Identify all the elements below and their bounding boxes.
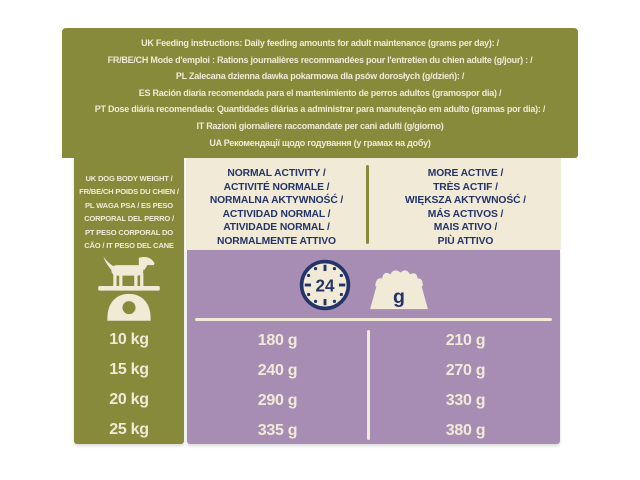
column-divider bbox=[366, 165, 369, 244]
weight-cell: 25 kg bbox=[109, 421, 149, 438]
more-active-line: WIĘKSZA AKTYWNOŚĆ / bbox=[405, 195, 526, 207]
more-active-line: MORE ACTIVE / bbox=[427, 168, 504, 179]
feeding-header: UK Feeding instructions: Daily feeding a… bbox=[62, 28, 578, 158]
normal-activity-line: ACTIVIDAD NORMAL / bbox=[222, 208, 331, 220]
weight-header-line: CORPORAL DEL PERRO / bbox=[84, 214, 174, 224]
weight-header-line: PL WAGA PSA / ES PESO bbox=[85, 200, 173, 210]
weight-header-line: PT PESO CORPORAL DO bbox=[84, 227, 174, 237]
active-amount-cell: 210 g bbox=[445, 332, 486, 349]
header-line-pl: PL Zalecana dzienna dawka pokarmowa dla … bbox=[175, 71, 465, 82]
more-active-line: PIÙ ATTIVO bbox=[437, 235, 494, 247]
bowl-grams-label: g bbox=[393, 286, 405, 308]
weight-header-line: FR/BE/CH POIDS DU CHIEN / bbox=[79, 187, 179, 197]
amounts-area: 24 g 180 g 240 g 290 g 335 g 210 g 270 g… bbox=[187, 250, 560, 444]
more-active-header: MORE ACTIVE / TRÈS ACTIF / WIĘKSZA AKTYW… bbox=[373, 167, 558, 249]
header-line-it: IT Razioni giornaliere raccomandate per … bbox=[196, 120, 444, 131]
weight-column-header: UK DOG BODY WEIGHT / FR/BE/CH POIDS DU C… bbox=[74, 156, 184, 252]
weight-cell: 10 kg bbox=[109, 331, 149, 348]
clock-24-label: 24 bbox=[315, 276, 335, 295]
dog-tail bbox=[103, 256, 116, 271]
header-line-ua: UA Рекомендації щодо годування (у грамах… bbox=[209, 137, 431, 148]
dog-body bbox=[111, 265, 144, 276]
normal-activity-line: NORMAL ACTIVITY / bbox=[227, 168, 326, 179]
clock-24h-icon: 24 bbox=[299, 259, 351, 311]
normal-activity-line: NORMALMENTE ATTIVO bbox=[217, 235, 336, 247]
value-column-divider bbox=[367, 330, 370, 440]
normal-activity-line: ACTIVITÉ NORMALE / bbox=[223, 181, 330, 193]
scale-dial bbox=[122, 301, 136, 315]
more-active-line: MAIS ATIVO / bbox=[433, 222, 498, 234]
active-amount-cell: 330 g bbox=[445, 392, 486, 409]
more-active-line: MÁS ACTIVOS / bbox=[427, 208, 504, 220]
weight-column: UK DOG BODY WEIGHT / FR/BE/CH POIDS DU C… bbox=[74, 156, 184, 444]
weight-header-line: UK DOG BODY WEIGHT / bbox=[85, 174, 173, 183]
normal-activity-line: ATIVIDADE NORMAL / bbox=[223, 222, 330, 234]
header-line-fr: FR/BE/CH Mode d'emploi : Rations journal… bbox=[107, 54, 533, 65]
scale-platform bbox=[98, 286, 160, 291]
header-line-uk: UK Feeding instructions: Daily feeding a… bbox=[141, 38, 499, 48]
activity-header-band: NORMAL ACTIVITY / ACTIVITÉ NORMALE / NOR… bbox=[186, 158, 561, 250]
more-active-line: TRÈS ACTIF / bbox=[433, 181, 498, 193]
header-line-pt: PT Dose diária recomendada: Quantidades … bbox=[94, 104, 546, 115]
row-divider bbox=[195, 318, 552, 321]
food-bowl-icon: g bbox=[370, 270, 428, 310]
normal-activity-line: NORMALNA AKTYWNOŚĆ / bbox=[209, 195, 344, 207]
normal-amount-cell: 180 g bbox=[257, 332, 298, 349]
weight-cell: 20 kg bbox=[109, 391, 149, 408]
active-amount-cell: 270 g bbox=[445, 362, 486, 379]
normal-amount-cell: 240 g bbox=[257, 362, 298, 379]
dog-on-scale-icon bbox=[98, 256, 160, 321]
normal-amount-cell: 335 g bbox=[257, 422, 298, 439]
normal-amount-cell: 290 g bbox=[257, 392, 298, 409]
normal-activity-header: NORMAL ACTIVITY / ACTIVITÉ NORMALE / NOR… bbox=[186, 167, 367, 249]
weight-cell: 15 kg bbox=[109, 361, 149, 378]
active-amount-cell: 380 g bbox=[445, 422, 486, 439]
weight-header-line: CÃO / IT PESO DEL CANE bbox=[84, 241, 174, 251]
header-line-es: ES Ración diaria recomendada para el man… bbox=[138, 87, 502, 98]
dog-head bbox=[138, 256, 155, 270]
